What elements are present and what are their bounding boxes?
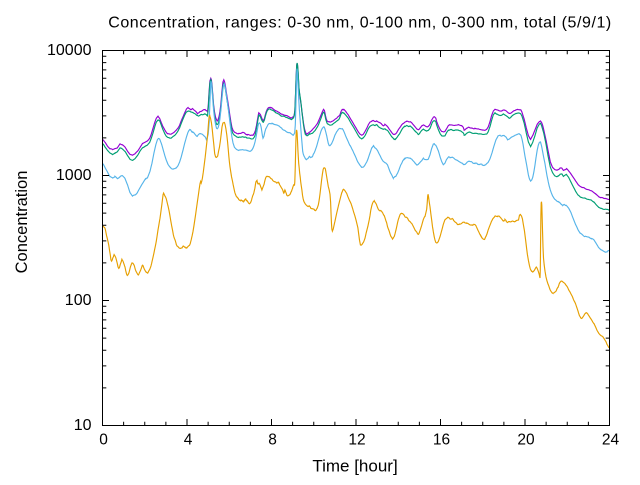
svg-text:20: 20 (517, 432, 535, 449)
svg-text:Time [hour]: Time [hour] (312, 456, 397, 475)
svg-text:4: 4 (184, 432, 193, 449)
svg-text:10000: 10000 (47, 42, 92, 59)
svg-text:10: 10 (74, 417, 92, 434)
svg-text:24: 24 (602, 432, 620, 449)
svg-text:1000: 1000 (56, 167, 92, 184)
svg-text:12: 12 (348, 432, 365, 449)
svg-text:0: 0 (99, 432, 108, 449)
svg-text:16: 16 (433, 432, 450, 449)
svg-text:Concentration: Concentration (13, 171, 31, 274)
svg-text:8: 8 (268, 432, 277, 449)
svg-text:100: 100 (65, 292, 92, 309)
svg-text:Concentration, ranges: 0-30 nm: Concentration, ranges: 0-30 nm, 0-100 nm… (108, 15, 612, 32)
